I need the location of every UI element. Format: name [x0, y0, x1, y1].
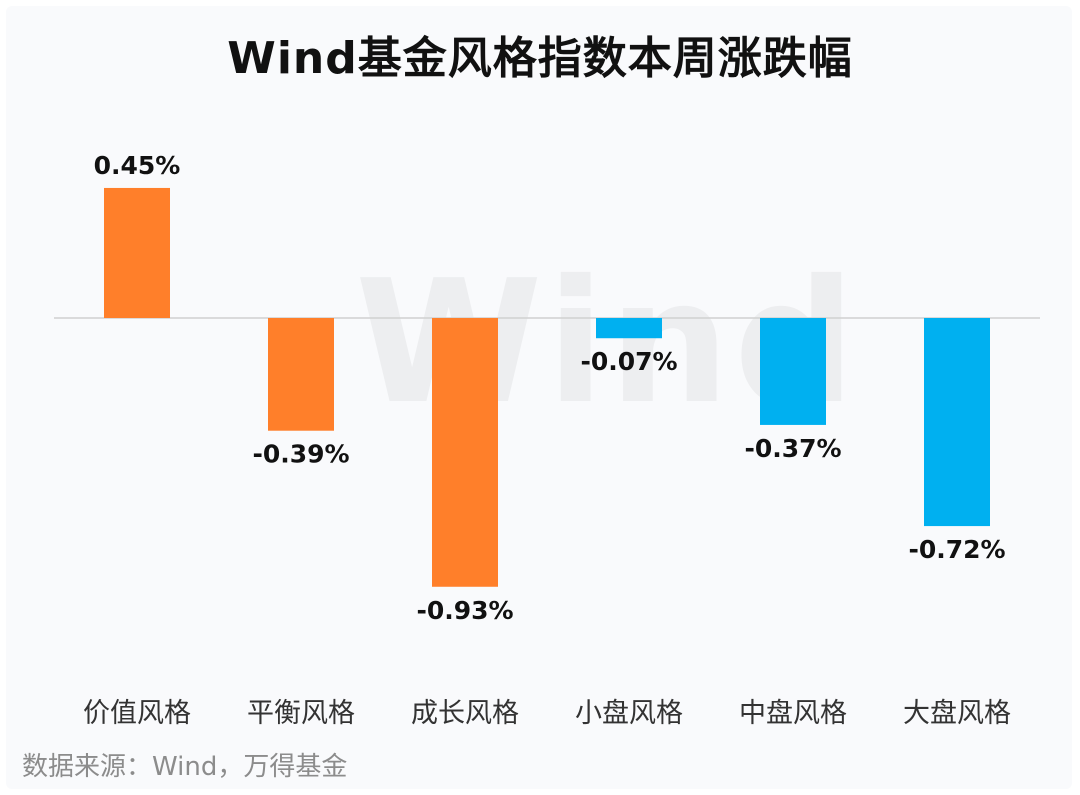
- value-label-2: -0.39%: [252, 440, 349, 469]
- value-label-6: -0.72%: [908, 535, 1005, 564]
- category-label-3: 成长风格: [411, 698, 519, 729]
- bar-6: [924, 318, 990, 527]
- category-label-1: 价值风格: [83, 698, 191, 729]
- category-labels-layer: 价值风格 平衡风格 成长风格 小盘风格 中盘风格 大盘风格: [83, 698, 1011, 729]
- category-label-6: 大盘风格: [903, 698, 1011, 729]
- data-source-note: 数据来源：Wind，万得基金: [22, 752, 348, 782]
- category-label-2: 平衡风格: [247, 698, 355, 729]
- bars-layer: [104, 187, 990, 587]
- bar-2: [268, 318, 334, 431]
- chart-title: Wind基金风格指数本周涨跌幅: [227, 33, 853, 84]
- bar-5: [760, 318, 826, 425]
- value-label-5: -0.37%: [744, 434, 841, 463]
- value-labels-layer: 0.45% -0.39% -0.93% -0.07% -0.37% -0.72%: [94, 151, 1006, 625]
- bar-3: [432, 318, 498, 587]
- bar-4: [596, 318, 662, 339]
- value-label-4: -0.07%: [580, 347, 677, 376]
- category-label-4: 小盘风格: [575, 698, 683, 729]
- category-label-5: 中盘风格: [739, 698, 847, 729]
- value-label-1: 0.45%: [94, 151, 181, 180]
- bar-1: [104, 187, 170, 318]
- chart-card: [6, 6, 1072, 789]
- value-label-3: -0.93%: [416, 596, 513, 625]
